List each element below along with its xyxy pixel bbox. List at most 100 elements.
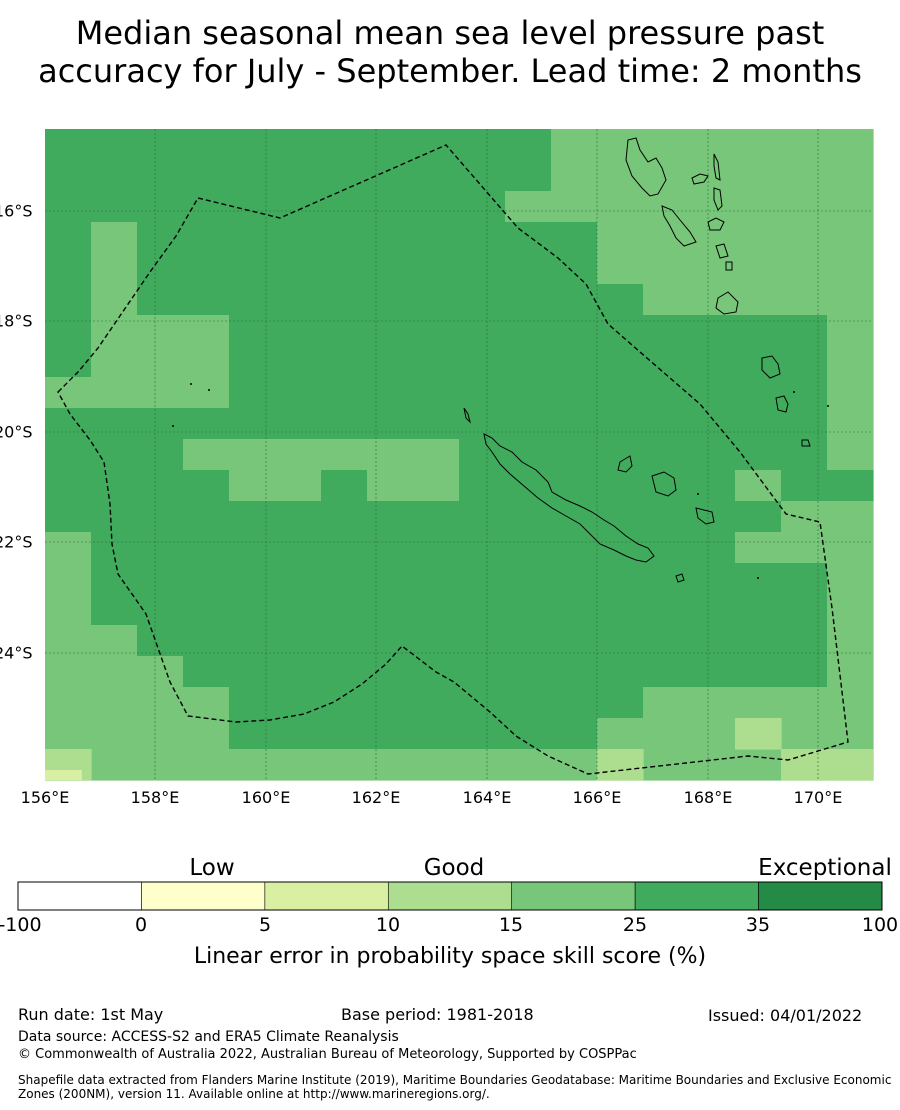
grid-cell xyxy=(183,470,230,502)
grid-cell xyxy=(413,594,460,626)
grid-cell xyxy=(505,129,552,161)
grid-cell xyxy=(597,315,644,347)
grid-cell xyxy=(781,625,828,657)
colorbar-tick: 35 xyxy=(745,914,771,936)
grid-cell xyxy=(413,563,460,595)
grid-cell xyxy=(551,687,598,719)
grid-cell xyxy=(275,749,322,781)
grid-cell xyxy=(689,439,736,471)
grid-cell xyxy=(735,594,782,626)
grid-cell xyxy=(229,594,276,626)
grid-cell xyxy=(183,160,230,192)
grid-cell xyxy=(643,160,690,192)
grid-cell xyxy=(275,470,322,502)
grid-cell xyxy=(781,594,828,626)
grid-cell xyxy=(91,749,138,781)
grid-cell xyxy=(137,346,184,378)
grid-cell xyxy=(505,191,552,223)
grid-cell xyxy=(827,129,874,161)
grid-cell xyxy=(137,718,184,750)
grid-cell xyxy=(735,191,782,223)
grid-cell xyxy=(45,625,92,657)
category-label-low: Low xyxy=(189,855,235,881)
grid-cell xyxy=(367,656,414,688)
grid-cell xyxy=(827,284,874,316)
grid-cell xyxy=(827,253,874,285)
ambae-outline xyxy=(691,173,709,185)
grid-cell xyxy=(367,563,414,595)
colorbar-bin xyxy=(387,881,513,911)
grid-cell xyxy=(827,563,874,595)
grid-cell xyxy=(551,594,598,626)
grid-cell xyxy=(91,284,138,316)
colorbar-bin xyxy=(511,881,636,911)
grid-cell xyxy=(413,315,460,347)
grid-cell xyxy=(643,129,690,161)
grid-cell xyxy=(367,191,414,223)
grid-cell xyxy=(643,718,690,750)
grid-cell xyxy=(321,315,368,347)
epi-outline xyxy=(715,243,729,259)
grid-cell xyxy=(827,191,874,223)
grid-cell xyxy=(275,191,322,223)
grid-cell xyxy=(91,594,138,626)
grid-cell xyxy=(45,160,92,192)
grid-cell xyxy=(551,160,598,192)
grid-cell xyxy=(827,408,874,440)
island-dot xyxy=(190,383,192,385)
grid-cell xyxy=(183,563,230,595)
grid-cell xyxy=(275,501,322,533)
lon-label-158e: 158°E xyxy=(130,788,180,807)
grid-cell xyxy=(827,346,874,378)
skill-score-grid xyxy=(45,129,874,781)
grid-cell xyxy=(367,160,414,192)
grid-cell xyxy=(367,253,414,285)
grid-cell xyxy=(413,253,460,285)
grid-cell xyxy=(643,377,690,409)
grid-cell xyxy=(505,470,552,502)
grid-cell xyxy=(781,377,828,409)
grid-cell xyxy=(367,408,414,440)
grid-cell xyxy=(551,129,598,161)
colorbar-tick: 25 xyxy=(622,914,648,936)
grid-cell xyxy=(275,129,322,161)
grid-cell xyxy=(735,315,782,347)
grid-cell xyxy=(689,594,736,626)
grid-cell xyxy=(91,346,138,378)
grid-cell xyxy=(321,532,368,564)
grid-cell xyxy=(413,625,460,657)
grid-cell xyxy=(229,625,276,657)
grid-cell xyxy=(505,377,552,409)
island-dot xyxy=(172,425,174,427)
grid-cell xyxy=(781,718,828,750)
grid-cell xyxy=(459,346,506,378)
grid-cell xyxy=(91,377,138,409)
grid-cell xyxy=(735,749,782,781)
grid-cell xyxy=(597,594,644,626)
grid-cell xyxy=(413,346,460,378)
grid-cell xyxy=(229,501,276,533)
grid-cell xyxy=(505,625,552,657)
grid-cell xyxy=(413,687,460,719)
map-title: Median seasonal mean sea level pressure … xyxy=(0,14,900,90)
grid-cell xyxy=(459,749,506,781)
colorbar-tick: 10 xyxy=(375,914,401,936)
grid-cell xyxy=(505,594,552,626)
grid-cell xyxy=(459,625,506,657)
grid-cell xyxy=(229,191,276,223)
grid-cell xyxy=(45,129,92,161)
grid-cell xyxy=(505,563,552,595)
grid-cell xyxy=(643,656,690,688)
grid-cell xyxy=(229,315,276,347)
grid-cell xyxy=(45,439,92,471)
grid-cell xyxy=(689,222,736,254)
grid-cell xyxy=(367,718,414,750)
title-line-2: accuracy for July - September. Lead time… xyxy=(38,52,862,90)
grid-cell xyxy=(689,625,736,657)
grid-cell xyxy=(597,253,644,285)
grid-cell xyxy=(183,346,230,378)
colorbar-frame xyxy=(17,881,883,911)
grid-cell xyxy=(45,191,92,223)
grid-cell xyxy=(91,563,138,595)
grid-cell xyxy=(459,532,506,564)
